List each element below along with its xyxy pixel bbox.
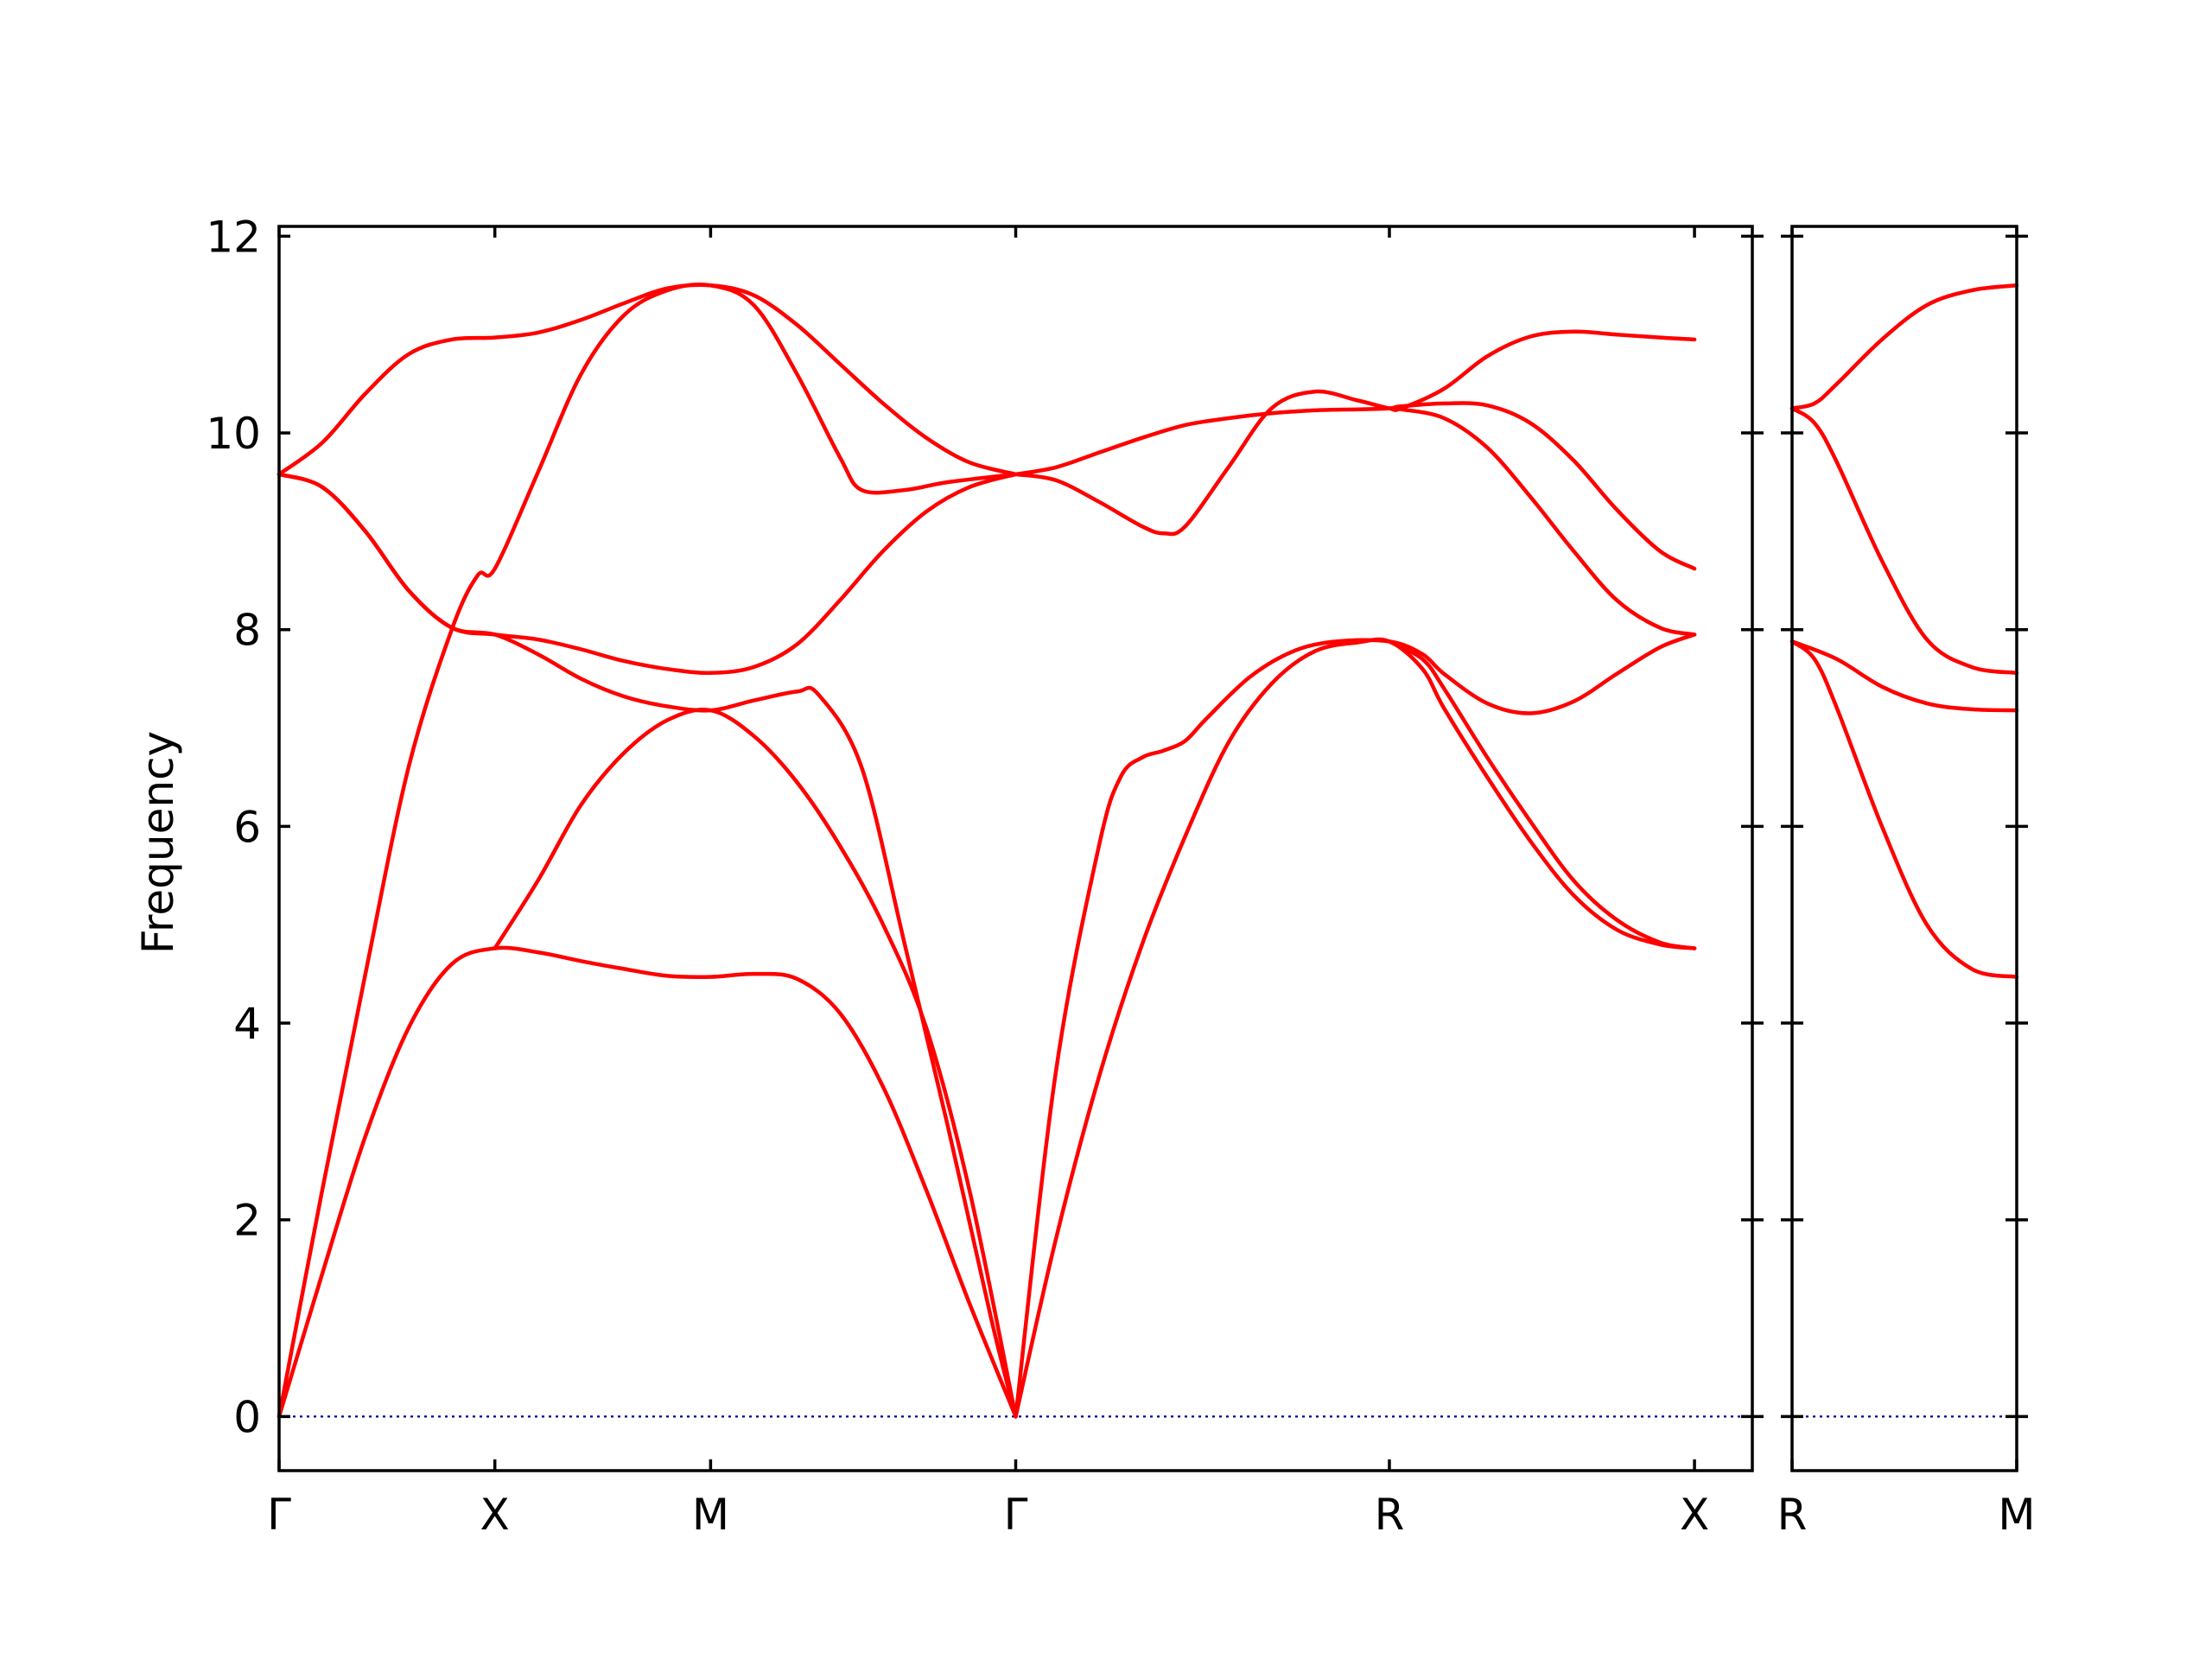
x-tick-label: X xyxy=(480,1490,510,1540)
band-line-1-2 xyxy=(1789,639,2019,713)
band-line-0-4 xyxy=(276,472,1018,1419)
x-tick-label: M xyxy=(692,1490,729,1540)
band-line-0-6 xyxy=(1014,329,1697,537)
band-line-0-8 xyxy=(1387,406,1697,637)
band-line-0-5 xyxy=(493,708,1018,1419)
y-axis-label: Frequency xyxy=(133,731,183,954)
plot-frame xyxy=(277,225,1754,1472)
y-tick-label: 2 xyxy=(233,1196,261,1246)
y-tick-label: 0 xyxy=(233,1392,261,1442)
x-tick-label: R xyxy=(1777,1490,1808,1540)
y-axis-ticks: 0 2 4 6 8 10 12 xyxy=(206,212,261,1442)
x-tick-label: Γ xyxy=(1004,1490,1028,1540)
x-tick-label: R xyxy=(1375,1490,1405,1540)
y-tick-label: 6 xyxy=(233,802,261,852)
band-line-1-1 xyxy=(1789,406,2019,676)
band-line-1-3 xyxy=(1789,639,2019,979)
y-tick-label: 4 xyxy=(233,999,261,1049)
band-line-0-9 xyxy=(1014,632,1697,1419)
band-line-1-0 xyxy=(1789,283,2019,410)
band-line-0-10 xyxy=(1014,637,1697,1419)
x-tick-label: M xyxy=(1998,1490,2035,1540)
band-line-0-2 xyxy=(276,472,1018,676)
x-tick-label: Γ xyxy=(267,1490,291,1540)
band-line-0-1 xyxy=(276,283,1018,477)
y-tick-label: 10 xyxy=(206,409,261,459)
y-tick-label: 12 xyxy=(206,212,261,262)
band-line-0-7 xyxy=(1014,401,1697,571)
band-line-0-0 xyxy=(276,282,1018,1419)
band-line-0-3 xyxy=(276,945,1018,1419)
band-line-0-11 xyxy=(1387,639,1697,950)
x-tick-label: X xyxy=(1680,1490,1709,1540)
plot-frame xyxy=(1790,225,2018,1472)
y-tick-label: 8 xyxy=(233,606,261,656)
